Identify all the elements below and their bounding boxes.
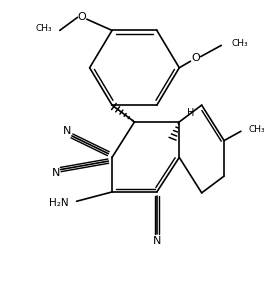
Text: N: N [63, 126, 72, 136]
Text: H₂N: H₂N [49, 198, 69, 208]
Text: O: O [192, 53, 200, 63]
Text: CH₃: CH₃ [36, 24, 52, 33]
Text: N: N [52, 168, 60, 178]
Text: H: H [187, 108, 194, 118]
Text: CH₃: CH₃ [248, 125, 264, 134]
Text: N: N [153, 236, 161, 246]
Text: CH₃: CH₃ [232, 39, 248, 48]
Text: O: O [78, 12, 87, 22]
